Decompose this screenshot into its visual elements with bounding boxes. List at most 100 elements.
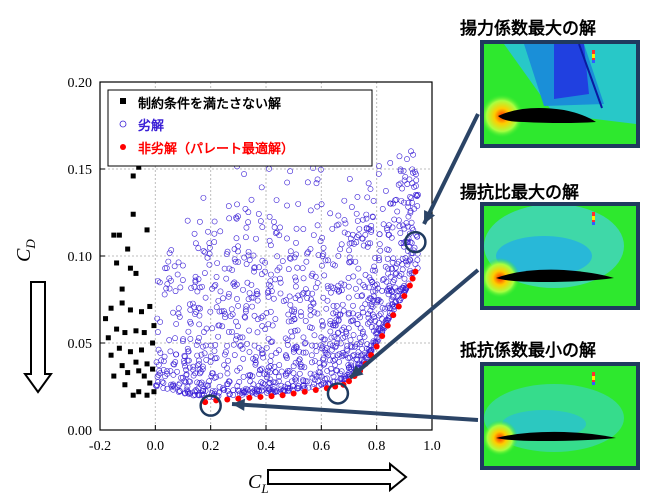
dominated-point: [175, 389, 182, 395]
dominated-point: [212, 282, 219, 288]
dominated-point: [376, 241, 383, 248]
dominated-point: [245, 209, 252, 216]
dominated-point: [163, 285, 170, 292]
dominated-point: [375, 255, 382, 261]
dominated-point: [192, 240, 199, 247]
dominated-point: [282, 335, 289, 342]
dominated-point: [337, 340, 344, 347]
dominated-point: [257, 367, 263, 373]
dominated-point: [390, 200, 397, 207]
dominated-point: [387, 160, 394, 166]
dominated-point: [198, 351, 205, 358]
dominated-point: [235, 387, 241, 394]
dominated-point: [240, 286, 246, 293]
dominated-point: [258, 384, 265, 391]
dominated-point: [227, 391, 233, 397]
dominated-point: [186, 364, 193, 371]
infeasible-point: [133, 328, 139, 334]
dominated-point: [315, 252, 322, 259]
dominated-point: [342, 220, 349, 227]
dominated-point: [365, 320, 371, 327]
dominated-point: [183, 371, 190, 378]
dominated-point: [407, 207, 414, 214]
infeasible-point: [141, 373, 147, 379]
arrow-min-drag-line: [231, 402, 479, 422]
dominated-point: [363, 215, 370, 222]
dominated-point: [161, 353, 168, 360]
dominated-point: [165, 258, 172, 265]
dominated-point: [202, 387, 209, 394]
dominated-point: [284, 337, 291, 344]
dominated-point: [385, 302, 392, 309]
dominated-point: [317, 238, 324, 245]
dominated-point: [355, 312, 362, 318]
dominated-point: [335, 329, 342, 336]
dominated-point: [284, 368, 291, 374]
y-axis-arrow: [23, 281, 53, 394]
dominated-point: [363, 211, 370, 218]
dominated-point: [362, 231, 369, 238]
flow-field-image: [484, 44, 636, 144]
dominated-point: [406, 176, 413, 183]
dominated-point: [397, 297, 403, 304]
dominated-point: [211, 230, 218, 237]
dominated-point: [202, 249, 208, 256]
infeasible-point: [119, 286, 125, 292]
dominated-point: [164, 385, 171, 392]
dominated-point: [331, 334, 338, 340]
dominated-point: [408, 195, 415, 201]
dominated-point: [234, 201, 240, 208]
dominated-point: [268, 288, 275, 295]
flow-field-max-ld: [480, 202, 640, 310]
x-tick-label: 0.6: [313, 439, 331, 454]
dominated-point: [162, 265, 169, 272]
dominated-point: [266, 386, 272, 393]
dominated-point: [177, 284, 184, 291]
dominated-point: [359, 345, 365, 352]
dominated-point: [302, 339, 309, 346]
dominated-point: [348, 240, 355, 246]
dominated-point: [302, 318, 309, 324]
y-tick-label: 0.00: [68, 424, 93, 439]
dominated-point: [265, 293, 272, 300]
dominated-point: [312, 342, 319, 349]
dominated-point: [263, 310, 270, 316]
dominated-point: [337, 246, 344, 253]
y-axis-label: CD: [13, 239, 38, 262]
dominated-point: [389, 259, 396, 266]
dominated-point: [155, 329, 161, 335]
dominated-point: [309, 359, 315, 366]
dominated-point: [365, 240, 372, 247]
dominated-point: [233, 332, 240, 339]
dominated-point: [197, 305, 203, 312]
dominated-point: [254, 291, 261, 298]
dominated-point: [392, 264, 399, 271]
dominated-point: [288, 328, 295, 335]
flow-field-min-drag: [480, 362, 640, 470]
infeasible-point: [144, 392, 150, 398]
dominated-point: [176, 387, 183, 394]
dominated-point: [383, 188, 389, 194]
dominated-point: [297, 309, 304, 316]
dominated-point: [385, 291, 392, 298]
dominated-point: [391, 216, 398, 223]
dominated-point: [319, 318, 325, 325]
dominated-point: [328, 334, 335, 341]
dominated-point: [157, 319, 164, 325]
dominated-point: [284, 179, 291, 186]
pareto-point: [224, 396, 231, 403]
dominated-point: [211, 239, 218, 245]
dominated-point: [212, 388, 219, 395]
dominated-point: [294, 327, 301, 334]
dominated-point: [159, 378, 165, 385]
dominated-point: [195, 304, 202, 311]
x-tick-label: -0.2: [89, 439, 111, 454]
dominated-point: [178, 374, 184, 381]
dominated-point: [341, 229, 348, 236]
dominated-point: [350, 332, 357, 338]
dominated-point: [328, 283, 334, 290]
x-tick-label: 0.0: [147, 439, 165, 454]
dominated-point: [360, 309, 366, 316]
dominated-point: [173, 351, 180, 358]
dominated-point: [263, 344, 270, 351]
